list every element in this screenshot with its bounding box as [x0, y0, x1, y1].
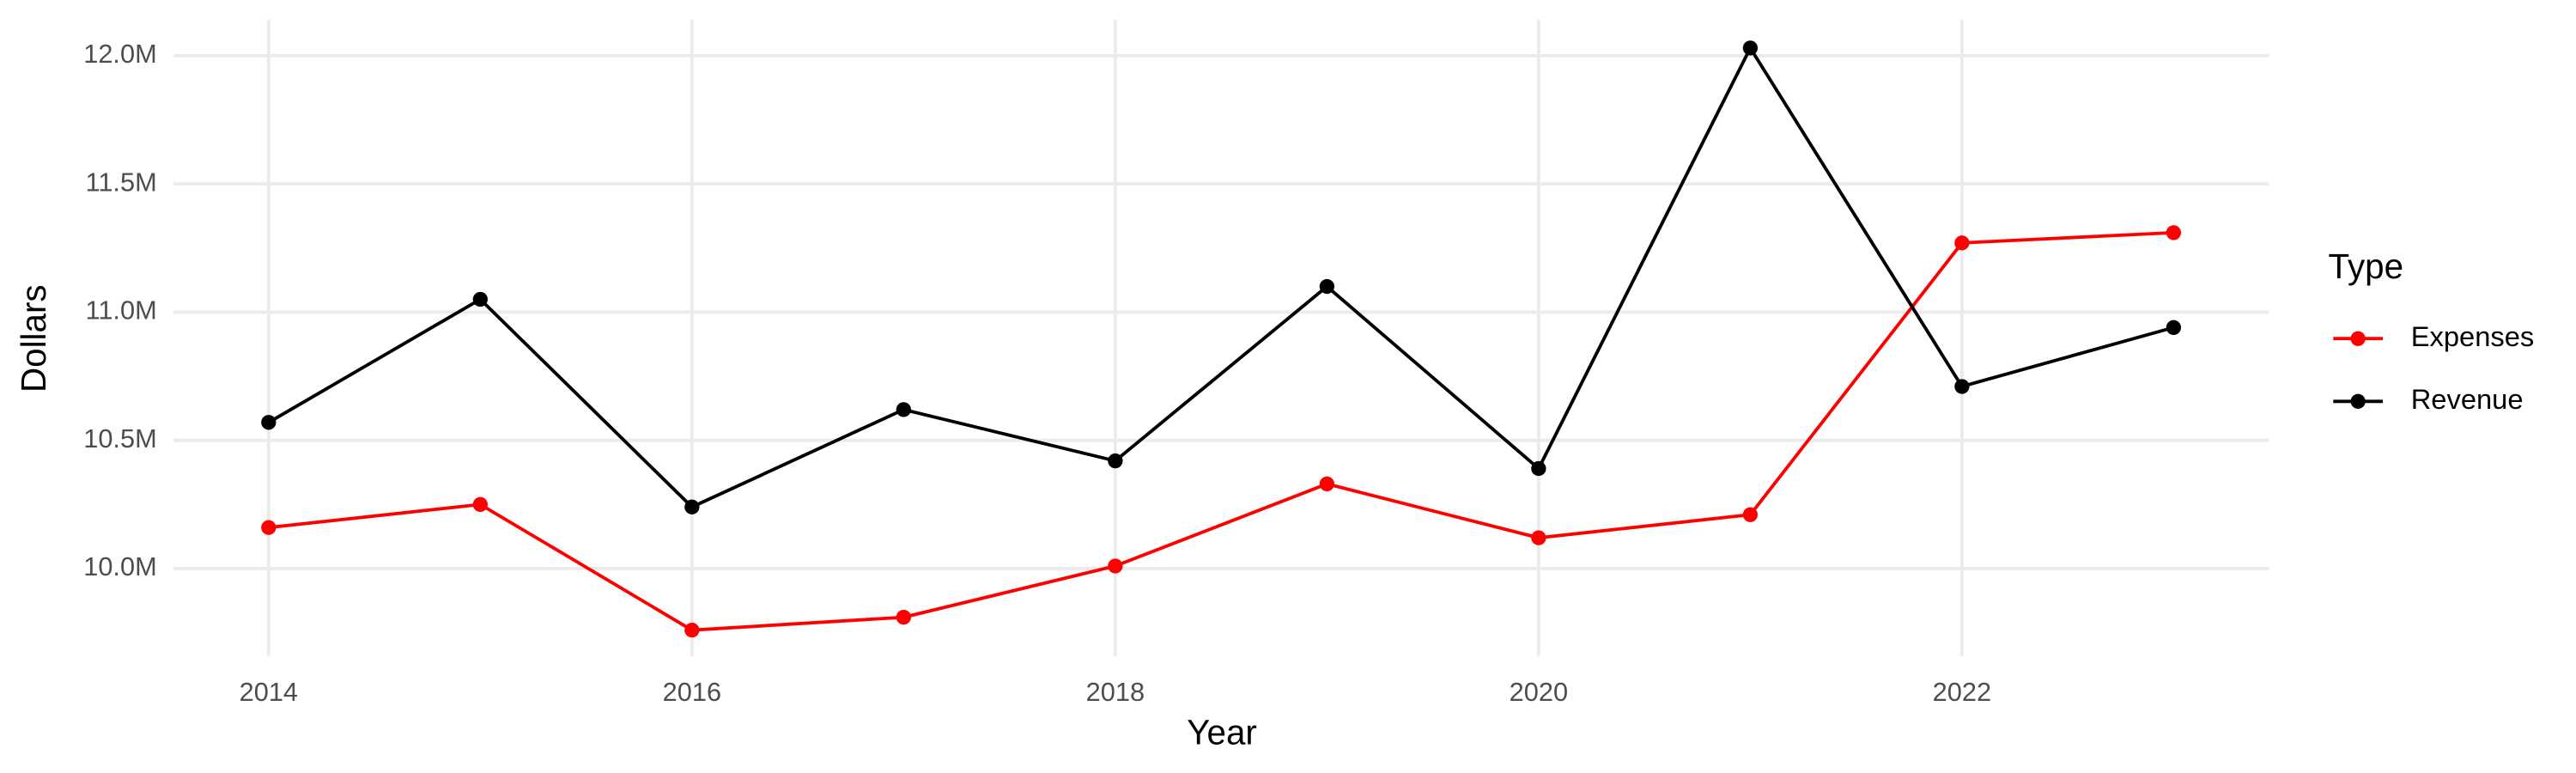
y-tick-label: 10.0M [83, 551, 156, 581]
legend-label: Revenue [2411, 383, 2524, 415]
y-tick-label: 11.5M [86, 167, 157, 197]
y-tick-label: 10.5M [83, 423, 156, 453]
legend-key [2350, 393, 2366, 409]
data-point [684, 622, 700, 638]
x-tick-label: 2016 [663, 677, 721, 707]
data-point [1531, 530, 1546, 545]
legend-title: Type [2329, 247, 2404, 286]
x-tick-label: 2018 [1086, 677, 1145, 707]
data-point [1319, 476, 1335, 492]
x-axis-label: Year [1187, 712, 1257, 752]
data-point [472, 496, 489, 512]
y-tick-label: 11.0M [86, 295, 157, 326]
data-point [1108, 558, 1123, 574]
x-tick-label: 2022 [1933, 677, 1991, 707]
data-point [1319, 278, 1335, 295]
data-point [1531, 460, 1546, 477]
data-point [896, 402, 912, 417]
data-point [1742, 40, 1759, 56]
data-point [684, 499, 700, 514]
series-line [268, 230, 2174, 632]
data-point [472, 291, 489, 307]
data-point [1742, 507, 1759, 522]
data-point [261, 520, 276, 535]
series-line [267, 45, 2174, 509]
legend-label: Expenses [2411, 320, 2535, 352]
data-point [1954, 235, 1970, 251]
legend-key [2350, 331, 2366, 346]
y-axis-label: Dollars [14, 284, 53, 393]
data-point [2166, 320, 2182, 335]
x-tick-label: 2014 [240, 677, 298, 707]
data-point [2166, 225, 2182, 240]
data-point [261, 415, 276, 430]
data-point [1954, 379, 1970, 394]
data-point [1108, 453, 1123, 469]
data-point [896, 610, 912, 625]
x-tick-label: 2020 [1510, 677, 1568, 707]
y-tick-label: 12.0M [83, 39, 156, 69]
